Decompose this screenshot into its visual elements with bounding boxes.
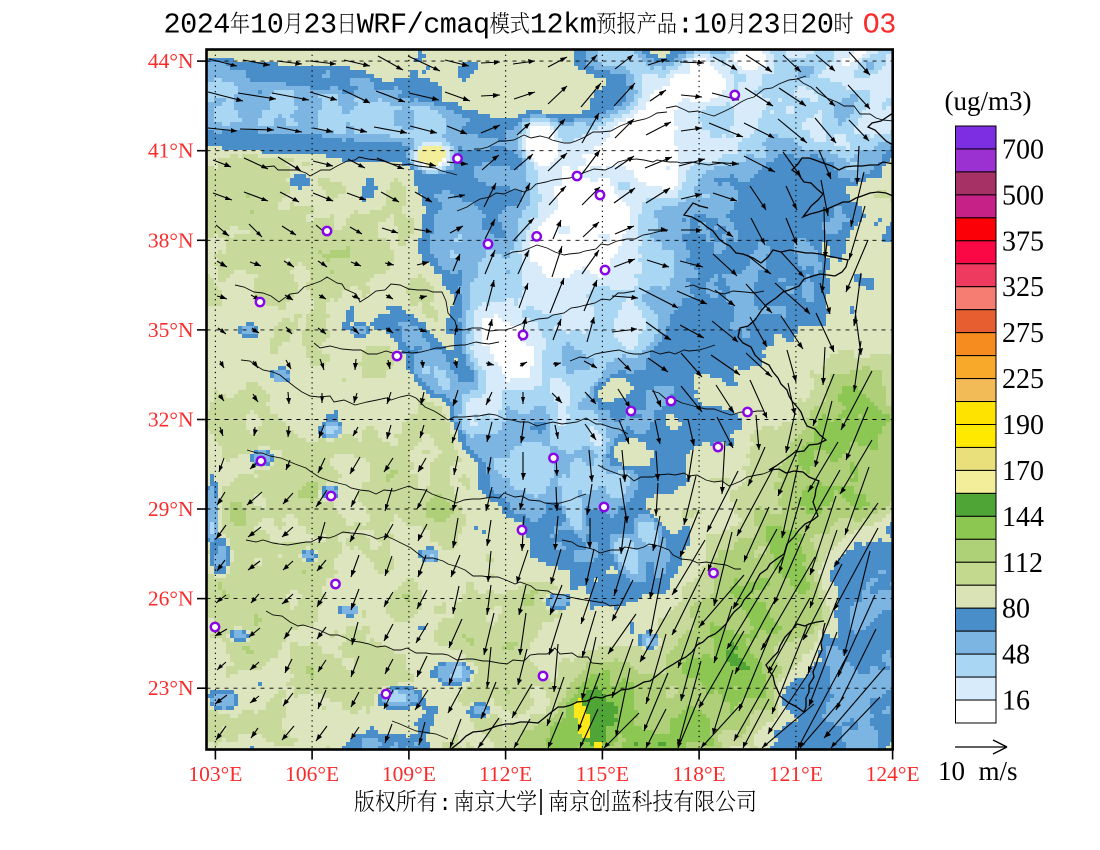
svg-text:115°E: 115°E bbox=[576, 762, 629, 786]
svg-text:38°N: 38°N bbox=[148, 228, 194, 252]
svg-text:225: 225 bbox=[1002, 364, 1044, 395]
svg-text:103°E: 103°E bbox=[188, 762, 242, 786]
svg-text:41°N: 41°N bbox=[148, 139, 194, 163]
svg-text:10 m/s: 10 m/s bbox=[938, 756, 1018, 786]
svg-text:23: 23 bbox=[303, 9, 336, 42]
svg-text:10: 10 bbox=[694, 9, 727, 42]
svg-text:44°N: 44°N bbox=[148, 49, 194, 73]
svg-text:325: 325 bbox=[1002, 272, 1044, 303]
svg-text:275: 275 bbox=[1002, 318, 1044, 349]
svg-text:10: 10 bbox=[250, 9, 283, 42]
svg-text:32°N: 32°N bbox=[148, 408, 194, 432]
svg-text:170: 170 bbox=[1002, 456, 1044, 487]
svg-text:700: 700 bbox=[1002, 135, 1044, 166]
svg-text:109°E: 109°E bbox=[382, 762, 436, 786]
svg-text:375: 375 bbox=[1002, 226, 1044, 257]
svg-text:106°E: 106°E bbox=[285, 762, 339, 786]
svg-text:2024: 2024 bbox=[164, 9, 230, 42]
svg-text:190: 190 bbox=[1002, 410, 1044, 441]
svg-text:(ug/m3): (ug/m3) bbox=[945, 86, 1032, 116]
svg-text:29°N: 29°N bbox=[148, 497, 194, 521]
svg-text:80: 80 bbox=[1002, 594, 1030, 625]
svg-text:121°E: 121°E bbox=[769, 762, 823, 786]
svg-text:O3: O3 bbox=[863, 9, 896, 42]
svg-text:26°N: 26°N bbox=[148, 587, 194, 611]
svg-text:20: 20 bbox=[800, 9, 833, 42]
svg-text:118°E: 118°E bbox=[673, 762, 726, 786]
svg-text:23: 23 bbox=[747, 9, 780, 42]
svg-text:144: 144 bbox=[1002, 502, 1044, 533]
svg-text:124°E: 124°E bbox=[866, 762, 920, 786]
svg-text:35°N: 35°N bbox=[148, 318, 194, 342]
svg-text:WRF/cmaq: WRF/cmaq bbox=[357, 9, 490, 42]
svg-text:112°E: 112°E bbox=[479, 762, 532, 786]
svg-text:48: 48 bbox=[1002, 640, 1030, 671]
svg-text:23°N: 23°N bbox=[148, 676, 194, 700]
svg-text::: : bbox=[677, 9, 694, 42]
svg-text:500: 500 bbox=[1002, 180, 1044, 211]
svg-text:112: 112 bbox=[1002, 548, 1043, 579]
svg-text:12km: 12km bbox=[530, 9, 596, 42]
svg-text::: : bbox=[439, 792, 452, 817]
svg-text:16: 16 bbox=[1002, 686, 1030, 717]
